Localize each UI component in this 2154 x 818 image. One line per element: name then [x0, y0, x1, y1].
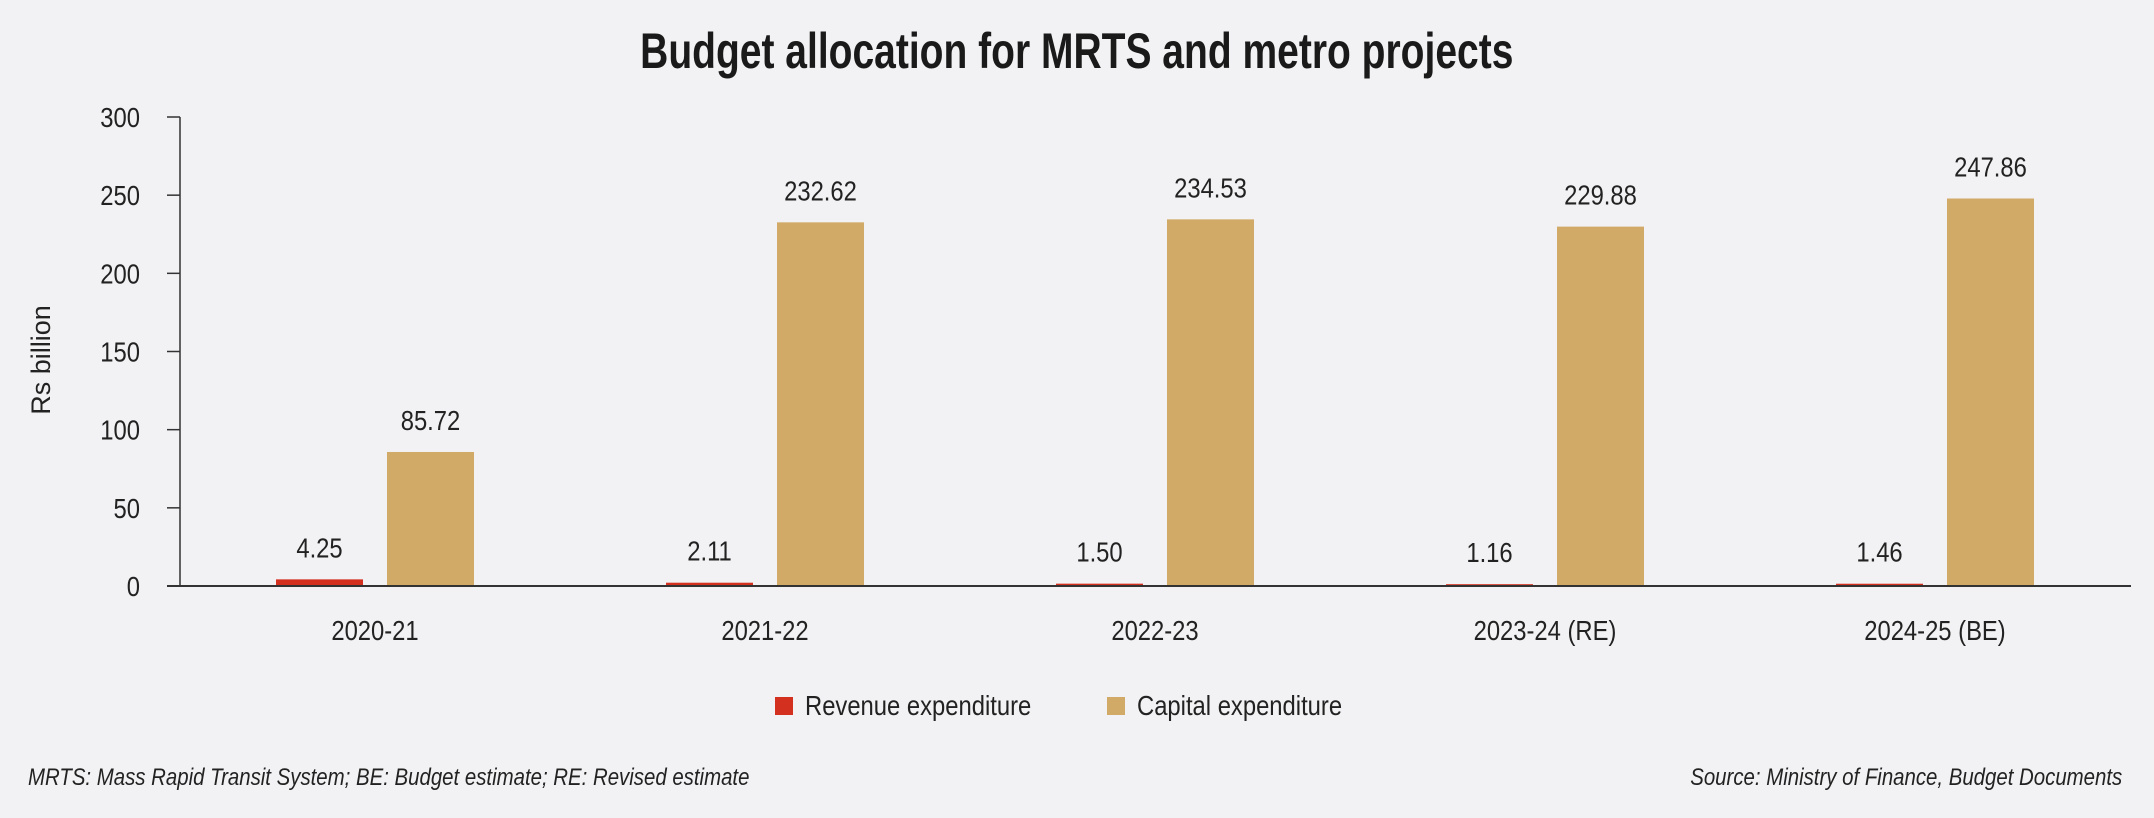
data-label: 2.11: [687, 535, 732, 567]
bar-revenue: [1056, 583, 1143, 586]
source-note: Source: Ministry of Finance, Budget Docu…: [1690, 764, 2122, 791]
bar-revenue: [276, 579, 363, 586]
y-tick-label: 150: [100, 336, 140, 368]
y-tick-label: 300: [100, 101, 140, 133]
x-tick-label: 2023-24 (RE): [1474, 614, 1617, 646]
x-tick-label: 2024-25 (BE): [1864, 614, 2005, 646]
y-tick-label: 250: [100, 179, 140, 211]
y-tick-label: 200: [100, 257, 140, 289]
footnote: MRTS: Mass Rapid Transit System; BE: Bud…: [28, 764, 750, 791]
bar-capital: [1947, 198, 2034, 586]
data-label: 247.86: [1954, 151, 2027, 183]
data-label: 229.88: [1564, 179, 1637, 211]
legend-swatch-revenue: [775, 697, 794, 715]
bar-capital: [1167, 219, 1254, 586]
x-tick-label: 2020-21: [331, 614, 418, 646]
bar-capital: [1557, 226, 1644, 587]
data-label: 232.62: [784, 174, 857, 206]
y-tick-label: 100: [100, 414, 140, 446]
legend-label: Capital expenditure: [1137, 690, 1343, 721]
bar-capital: [777, 222, 864, 586]
data-label: 1.46: [1856, 536, 1902, 568]
bar-revenue: [666, 582, 753, 586]
legend-label: Revenue expenditure: [805, 690, 1032, 721]
legend: Revenue expenditure Capital expenditure: [0, 690, 2154, 722]
data-label: 1.50: [1076, 536, 1122, 568]
legend-item-revenue: Revenue expenditure: [775, 690, 1071, 722]
y-tick-label: 50: [114, 492, 140, 524]
chart-title: Budget allocation for MRTS and metro pro…: [640, 23, 1514, 79]
bar-revenue: [1836, 583, 1923, 586]
x-tick-label: 2022-23: [1111, 614, 1198, 646]
y-axis-label: Rs billion: [26, 305, 56, 415]
data-label: 1.16: [1466, 536, 1512, 568]
y-tick-label: 0: [127, 570, 140, 602]
bar-capital: [387, 451, 474, 586]
legend-swatch-capital: [1107, 697, 1126, 715]
data-label: 234.53: [1174, 171, 1247, 203]
data-label: 85.72: [401, 404, 461, 436]
legend-item-capital: Capital expenditure: [1107, 690, 1378, 722]
x-tick-label: 2021-22: [721, 614, 808, 646]
data-label: 4.25: [296, 531, 342, 563]
